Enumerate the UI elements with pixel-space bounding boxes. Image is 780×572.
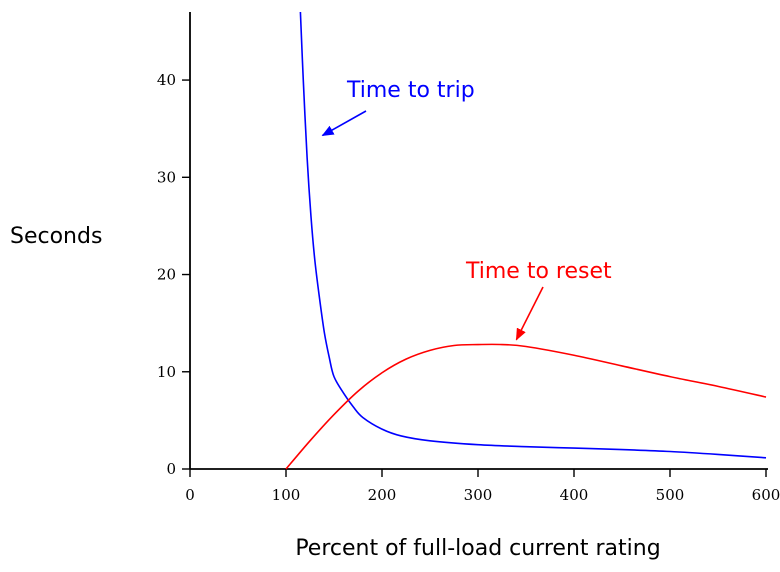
series-line-time-to-trip bbox=[299, 11, 767, 459]
y-tick-label: 30 bbox=[157, 168, 176, 186]
y-axis-title: Seconds bbox=[10, 224, 102, 249]
series-group bbox=[285, 11, 767, 470]
y-tick-label: 20 bbox=[157, 266, 176, 284]
x-ticks: 0 100 200 300 400 500 600 bbox=[185, 469, 780, 504]
series-line-time-to-reset bbox=[285, 343, 767, 470]
x-axis-title: Percent of full-load current rating bbox=[295, 536, 660, 561]
axes bbox=[189, 12, 768, 470]
annotation-time-to-reset: Time to reset bbox=[465, 259, 612, 284]
x-tick-label: 500 bbox=[656, 486, 685, 504]
x-tick-label: 600 bbox=[752, 486, 780, 504]
y-ticks: 0 10 20 30 40 bbox=[157, 71, 190, 478]
y-tick-label: 10 bbox=[157, 363, 176, 381]
x-tick-label: 100 bbox=[272, 486, 301, 504]
annotation-time-to-trip: Time to trip bbox=[346, 78, 475, 103]
annotation-time-to-trip-arrow bbox=[321, 110, 367, 137]
y-tick-label: 0 bbox=[166, 460, 176, 478]
x-tick-label: 200 bbox=[368, 486, 397, 504]
x-tick-label: 0 bbox=[185, 486, 195, 504]
annotation-time-to-reset-arrow bbox=[515, 286, 544, 341]
y-tick-label: 40 bbox=[157, 71, 176, 89]
x-tick-label: 400 bbox=[560, 486, 589, 504]
x-tick-label: 300 bbox=[464, 486, 493, 504]
